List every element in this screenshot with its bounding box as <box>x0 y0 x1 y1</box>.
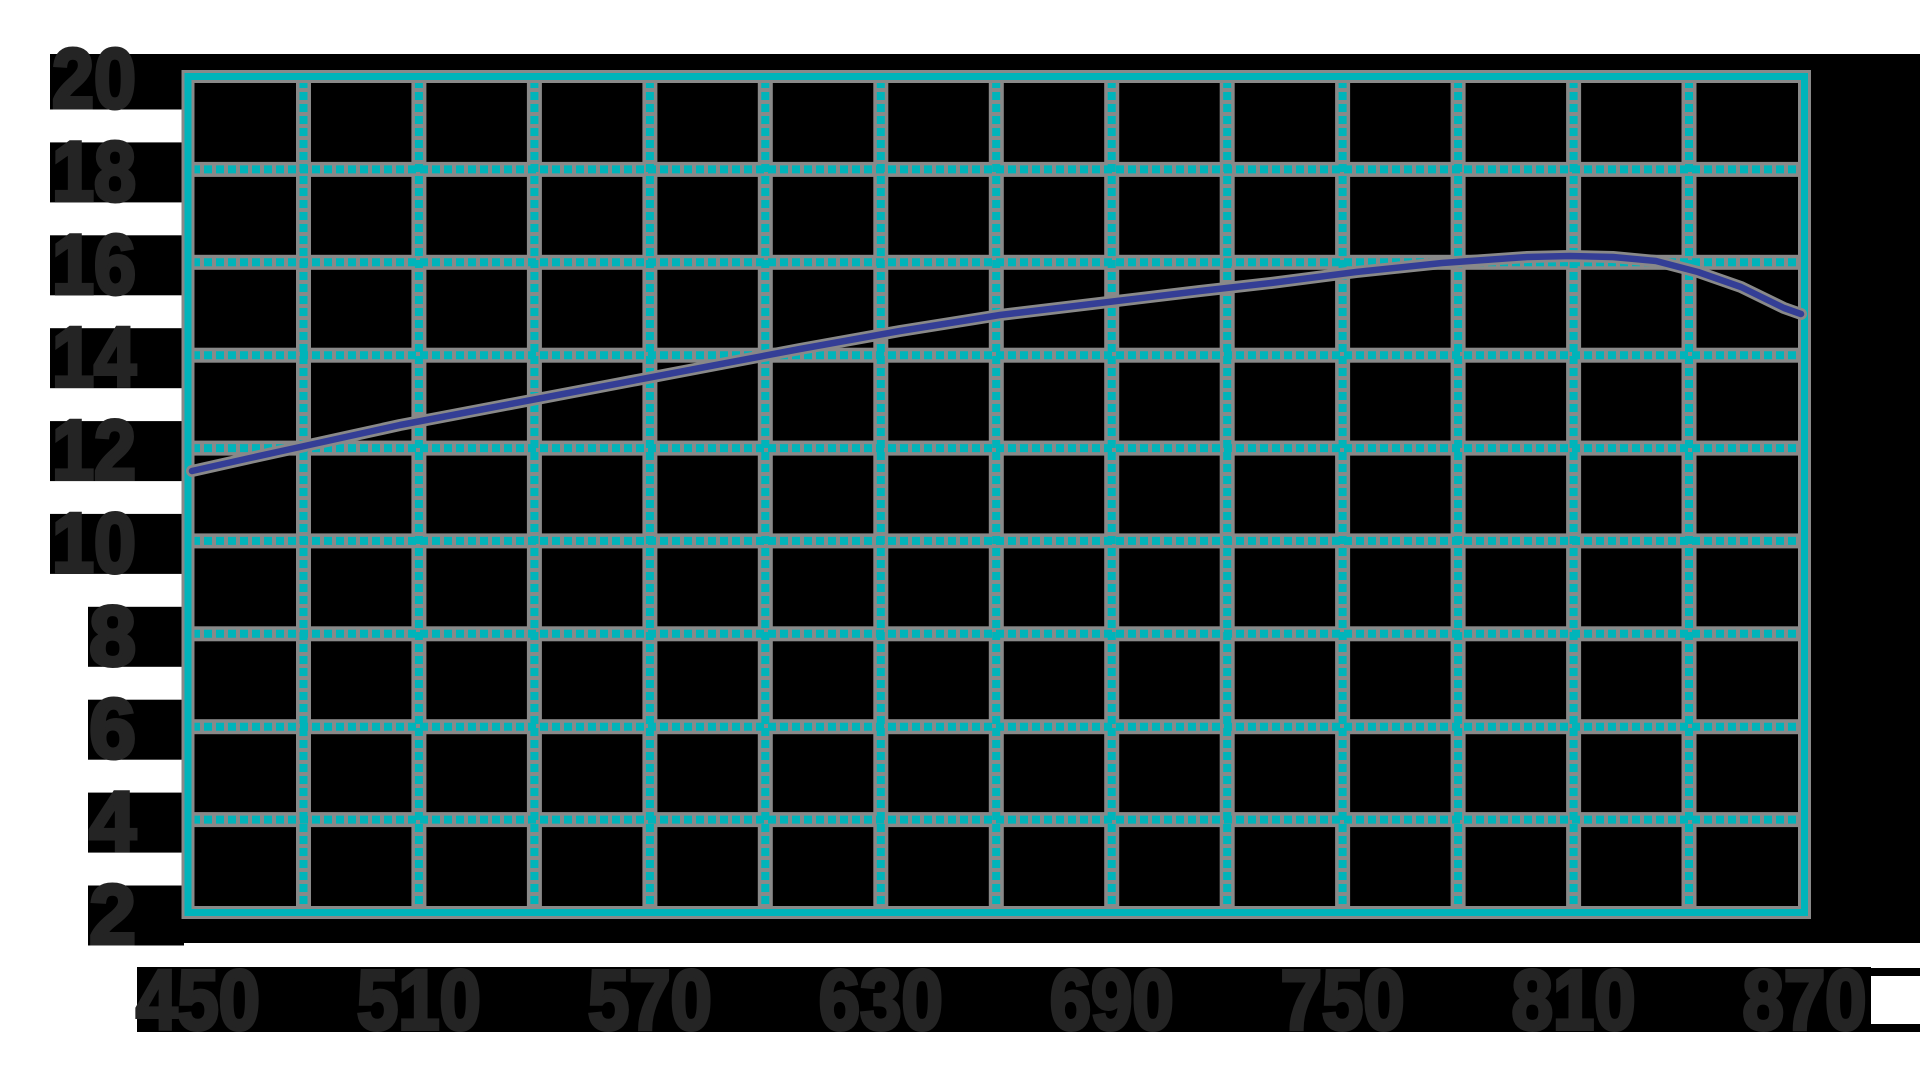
svg-text:18: 18 <box>52 124 136 218</box>
svg-text:8: 8 <box>89 589 136 683</box>
svg-text:12: 12 <box>52 403 136 497</box>
svg-text:630: 630 <box>819 953 943 1047</box>
svg-text:20: 20 <box>52 32 136 126</box>
svg-text:690: 690 <box>1050 953 1174 1047</box>
svg-text:570: 570 <box>588 953 712 1047</box>
svg-text:4: 4 <box>89 775 136 869</box>
svg-text:510: 510 <box>357 953 481 1047</box>
svg-text:14: 14 <box>52 310 136 404</box>
svg-text:810: 810 <box>1512 953 1636 1047</box>
svg-text:16: 16 <box>52 217 136 311</box>
svg-text:2: 2 <box>89 868 136 962</box>
svg-text:6: 6 <box>89 682 136 776</box>
svg-text:870: 870 <box>1743 953 1867 1047</box>
svg-text:10: 10 <box>52 496 136 590</box>
svg-text:450: 450 <box>136 953 260 1047</box>
svg-text:750: 750 <box>1281 953 1405 1047</box>
